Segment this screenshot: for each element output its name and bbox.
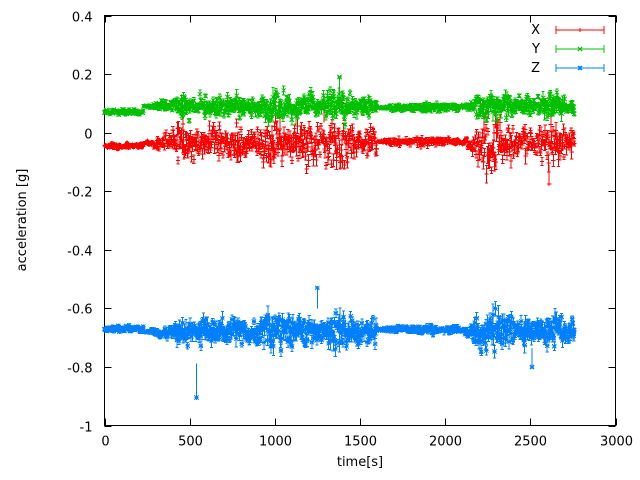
y-tick-label: -0.4 bbox=[67, 245, 92, 260]
y-tick-label: -0.2 bbox=[67, 186, 92, 201]
series-x bbox=[102, 96, 577, 186]
legend-sample-z bbox=[555, 64, 605, 72]
legend-sample-y bbox=[555, 45, 605, 53]
y-tick-label: 0.4 bbox=[72, 11, 93, 26]
x-tick-label: 0 bbox=[101, 435, 109, 450]
x-tick-label: 2000 bbox=[429, 435, 462, 450]
y-axis-ticks: -1 -0.8 -0.6 -0.4 -0.2 0 0.2 0.4 bbox=[67, 11, 616, 436]
chart-legend: XYZ bbox=[531, 23, 605, 76]
legend-sample-x bbox=[555, 26, 605, 34]
y-tick-label: -0.6 bbox=[67, 303, 92, 318]
series-z bbox=[102, 285, 577, 401]
legend-label-y: Y bbox=[531, 42, 540, 57]
y-tick-label: 0.2 bbox=[72, 69, 93, 84]
y-tick-label: 0 bbox=[84, 128, 92, 143]
series-y bbox=[102, 74, 577, 130]
x-tick-label: 1500 bbox=[344, 435, 377, 450]
legend-label-x: X bbox=[531, 23, 540, 38]
plot-frame bbox=[104, 15, 616, 426]
data-series-layer bbox=[102, 74, 577, 401]
x-axis-title: time[s] bbox=[337, 455, 383, 470]
y-tick-label: -1 bbox=[80, 421, 93, 436]
y-tick-label: -0.8 bbox=[67, 362, 92, 377]
legend-label-z: Z bbox=[531, 61, 540, 76]
x-tick-label: 1000 bbox=[259, 435, 292, 450]
x-tick-label: 500 bbox=[178, 435, 203, 450]
x-tick-label: 2500 bbox=[514, 435, 547, 450]
x-tick-label: 3000 bbox=[600, 435, 633, 450]
x-axis-ticks: 0 500 1000 1500 2000 2500 3000 bbox=[101, 15, 633, 450]
y-axis-title: acceleration [g] bbox=[15, 169, 30, 272]
